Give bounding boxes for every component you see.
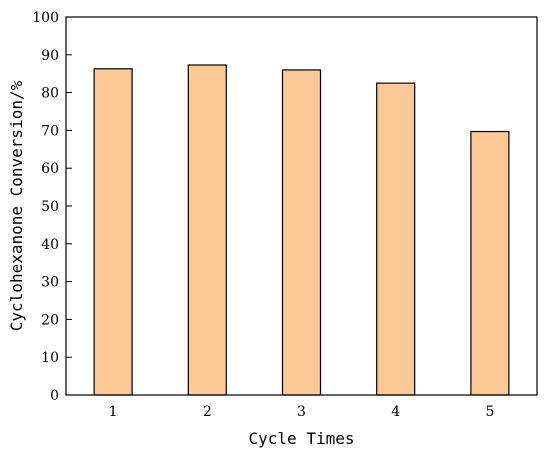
bar-cycle-2 bbox=[187, 64, 227, 396]
bars bbox=[93, 64, 510, 396]
x-tick-label: 1 bbox=[109, 404, 118, 420]
y-tick-label: 100 bbox=[32, 10, 59, 26]
y-tick-label: 40 bbox=[41, 237, 59, 253]
y-tick-label: 50 bbox=[41, 199, 59, 215]
bar-cycle-1 bbox=[93, 68, 133, 396]
x-tick-label: 3 bbox=[297, 404, 306, 420]
x-tick-label: 4 bbox=[391, 404, 400, 420]
y-tick-label: 30 bbox=[41, 275, 59, 291]
y-axis-ticks: 0 10 20 30 40 50 60 70 80 90 100 bbox=[32, 10, 72, 404]
y-tick-label: 80 bbox=[41, 86, 59, 102]
y-tick-label: 0 bbox=[50, 388, 59, 404]
x-tick-label: 5 bbox=[485, 404, 494, 420]
y-tick-label: 60 bbox=[41, 161, 59, 177]
plot-frame bbox=[65, 16, 538, 396]
x-axis-title: Cycle Times bbox=[249, 429, 355, 448]
bar-cycle-4 bbox=[376, 82, 416, 396]
y-tick-label: 90 bbox=[41, 48, 59, 64]
x-tick-label: 2 bbox=[203, 404, 212, 420]
bar-cycle-3 bbox=[281, 69, 322, 396]
y-tick-label: 20 bbox=[41, 312, 59, 328]
bar-cycle-5 bbox=[470, 130, 510, 396]
y-axis-title: Cyclohexanone Conversion/% bbox=[7, 80, 26, 331]
y-tick-label: 10 bbox=[41, 350, 59, 366]
y-tick-label: 70 bbox=[41, 123, 59, 139]
